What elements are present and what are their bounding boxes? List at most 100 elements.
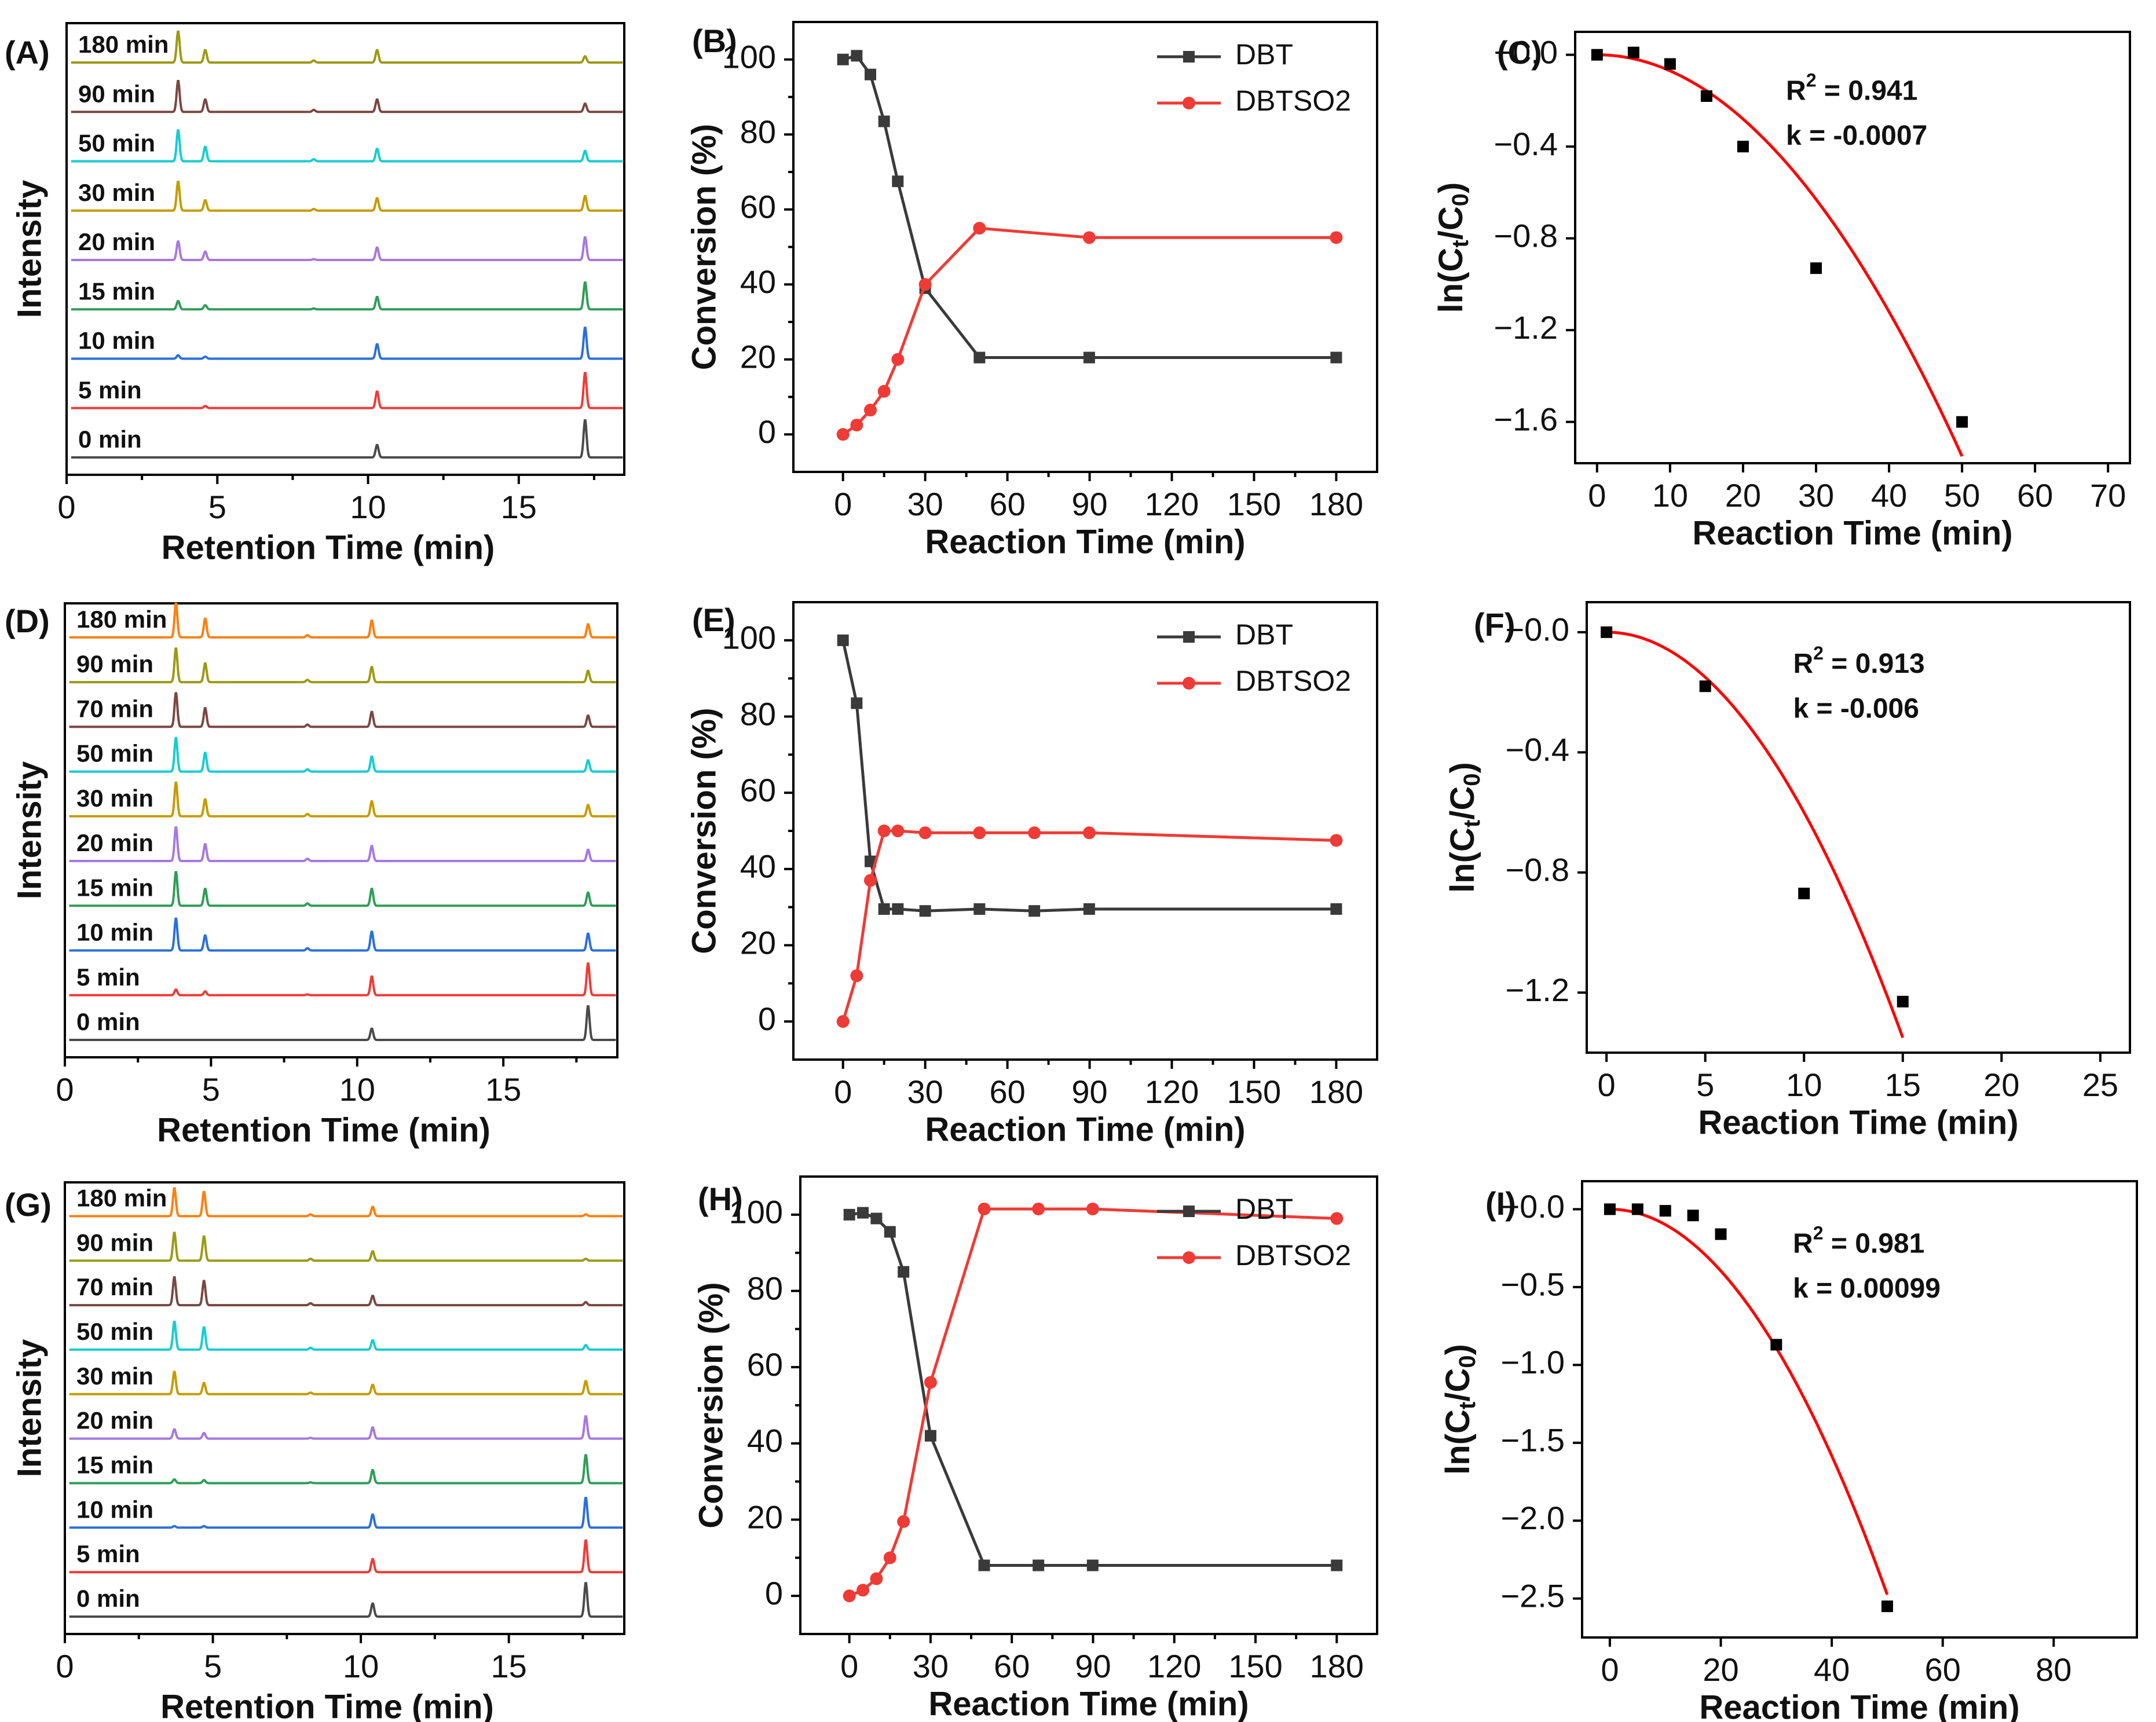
data-point (1699, 680, 1711, 693)
x-tick-label: 0 (56, 1648, 74, 1684)
y-tick-label: −1.6 (1494, 401, 1558, 437)
trace-label: 20 min (76, 1407, 153, 1434)
legend-marker (1183, 51, 1195, 63)
y-tick-label: 40 (740, 263, 776, 300)
x-tick-label: 60 (989, 486, 1025, 522)
x-tick-label: 0 (1598, 1067, 1616, 1103)
data-point (1659, 1205, 1671, 1217)
trace-label: 15 min (78, 277, 155, 305)
y-tick-label: 80 (747, 1270, 783, 1306)
y-tick-label: −0.8 (1494, 217, 1558, 254)
x-tick-label: 150 (1227, 1073, 1281, 1110)
y-tick-label: −0.0 (1494, 34, 1558, 70)
y-tick-label: 60 (740, 772, 776, 808)
x-tick-label: 30 (907, 486, 943, 522)
y-tick-label: −2.0 (1500, 1500, 1565, 1536)
x-tick-label: 0 (1601, 1651, 1619, 1688)
y-tick-label: 80 (740, 695, 776, 732)
point-DBT (857, 1207, 869, 1219)
trace-50-min (71, 129, 623, 163)
x-tick-label: 0 (840, 1648, 858, 1684)
trace-20-min (69, 826, 616, 862)
legend-marker (1183, 97, 1195, 109)
x-tick-label: 50 (1944, 477, 1980, 514)
legend-label: DBTSO2 (1235, 665, 1351, 697)
x-tick-label: 10 (1786, 1067, 1822, 1103)
point-DBTSO2 (877, 825, 891, 837)
trace-90-min (69, 1232, 623, 1262)
point-DBT (878, 115, 890, 127)
point-DBTSO2 (973, 826, 986, 840)
x-tick-label: 60 (2017, 477, 2053, 514)
y-tick-label: −1.0 (1500, 1344, 1565, 1380)
point-DBTSO2 (891, 825, 905, 837)
y-axis-label: Intensity (10, 761, 48, 900)
point-DBT (865, 855, 876, 867)
panel-label: (I) (1485, 1185, 1516, 1222)
x-tick-label: 5 (204, 1648, 222, 1684)
x-tick-label: 5 (202, 1071, 220, 1108)
trace-15-min (69, 1454, 623, 1485)
x-axis-label: Retention Time (min) (160, 1688, 494, 1722)
point-DBTSO2 (1032, 1202, 1045, 1215)
y-tick-label: 20 (740, 339, 776, 375)
k-annotation: k = -0.006 (1793, 694, 1919, 724)
trace-10-min (69, 917, 616, 952)
legend-marker (1183, 1206, 1195, 1217)
point-DBT (884, 1226, 896, 1238)
x-tick-label: 180 (1309, 486, 1363, 522)
series-line-DBTSO2 (848, 1207, 1337, 1598)
y-tick-label: −0.0 (1500, 1188, 1565, 1225)
x-axis-label: Reaction Time (min) (925, 523, 1245, 560)
fit-curve (1597, 53, 1964, 457)
y-tick-label: −1.5 (1500, 1422, 1565, 1459)
y-tick-label: −0.0 (1505, 611, 1569, 648)
point-DBT (837, 53, 849, 65)
x-tick-label: 90 (1071, 486, 1107, 522)
trace-70-min (69, 692, 616, 728)
y-tick-label: 100 (722, 620, 776, 656)
point-DBT (1086, 1559, 1099, 1571)
y-axis-label: Conversion (%) (685, 124, 723, 370)
trace-20-min (69, 1415, 623, 1440)
x-axis-label: Reaction Time (min) (928, 1685, 1249, 1722)
y-tick-label: −2.5 (1500, 1578, 1565, 1614)
fit-curve (1606, 631, 1905, 1038)
point-DBT (978, 1559, 990, 1571)
x-tick-label: 5 (208, 489, 226, 525)
plot-frame (65, 22, 625, 476)
point-DBT (892, 175, 904, 188)
x-tick-label: 150 (1228, 1648, 1282, 1684)
legend-label: DBTSO2 (1235, 1239, 1351, 1272)
point-DBTSO2 (1330, 1212, 1344, 1225)
y-tick-label: −0.4 (1505, 731, 1569, 768)
panel-label: (E) (692, 602, 735, 638)
x-tick-label: 120 (1145, 1073, 1199, 1110)
x-tick-label: 20 (1725, 477, 1761, 514)
y-tick-label: −0.4 (1494, 126, 1558, 162)
legend-marker (1183, 631, 1195, 643)
x-tick-label: 15 (491, 1648, 527, 1684)
x-tick-label: 90 (1075, 1648, 1111, 1684)
trace-label: 5 min (78, 376, 142, 404)
x-tick-label: 0 (1588, 477, 1606, 514)
point-DBTSO2 (1330, 231, 1343, 244)
x-tick-label: 80 (2036, 1651, 2071, 1688)
y-tick-label: 80 (740, 113, 776, 150)
legend-label: DBTSO2 (1235, 85, 1351, 117)
point-DBT (1028, 905, 1041, 917)
point-DBT (1083, 903, 1095, 915)
trace-label: 0 min (76, 1585, 140, 1612)
x-tick-label: 0 (834, 1073, 852, 1110)
x-tick-label: 15 (1885, 1067, 1921, 1103)
point-DBTSO2 (864, 874, 877, 887)
x-tick-label: 20 (1703, 1651, 1738, 1688)
x-tick-label: 10 (1652, 477, 1688, 514)
trace-label: 50 min (78, 130, 155, 157)
point-DBT (892, 903, 904, 915)
trace-0-min (69, 1582, 623, 1618)
y-axis-label: Conversion (%) (685, 708, 723, 954)
point-DBT (973, 903, 986, 915)
panel-label: (F) (1474, 606, 1516, 643)
data-point (1897, 995, 1909, 1007)
